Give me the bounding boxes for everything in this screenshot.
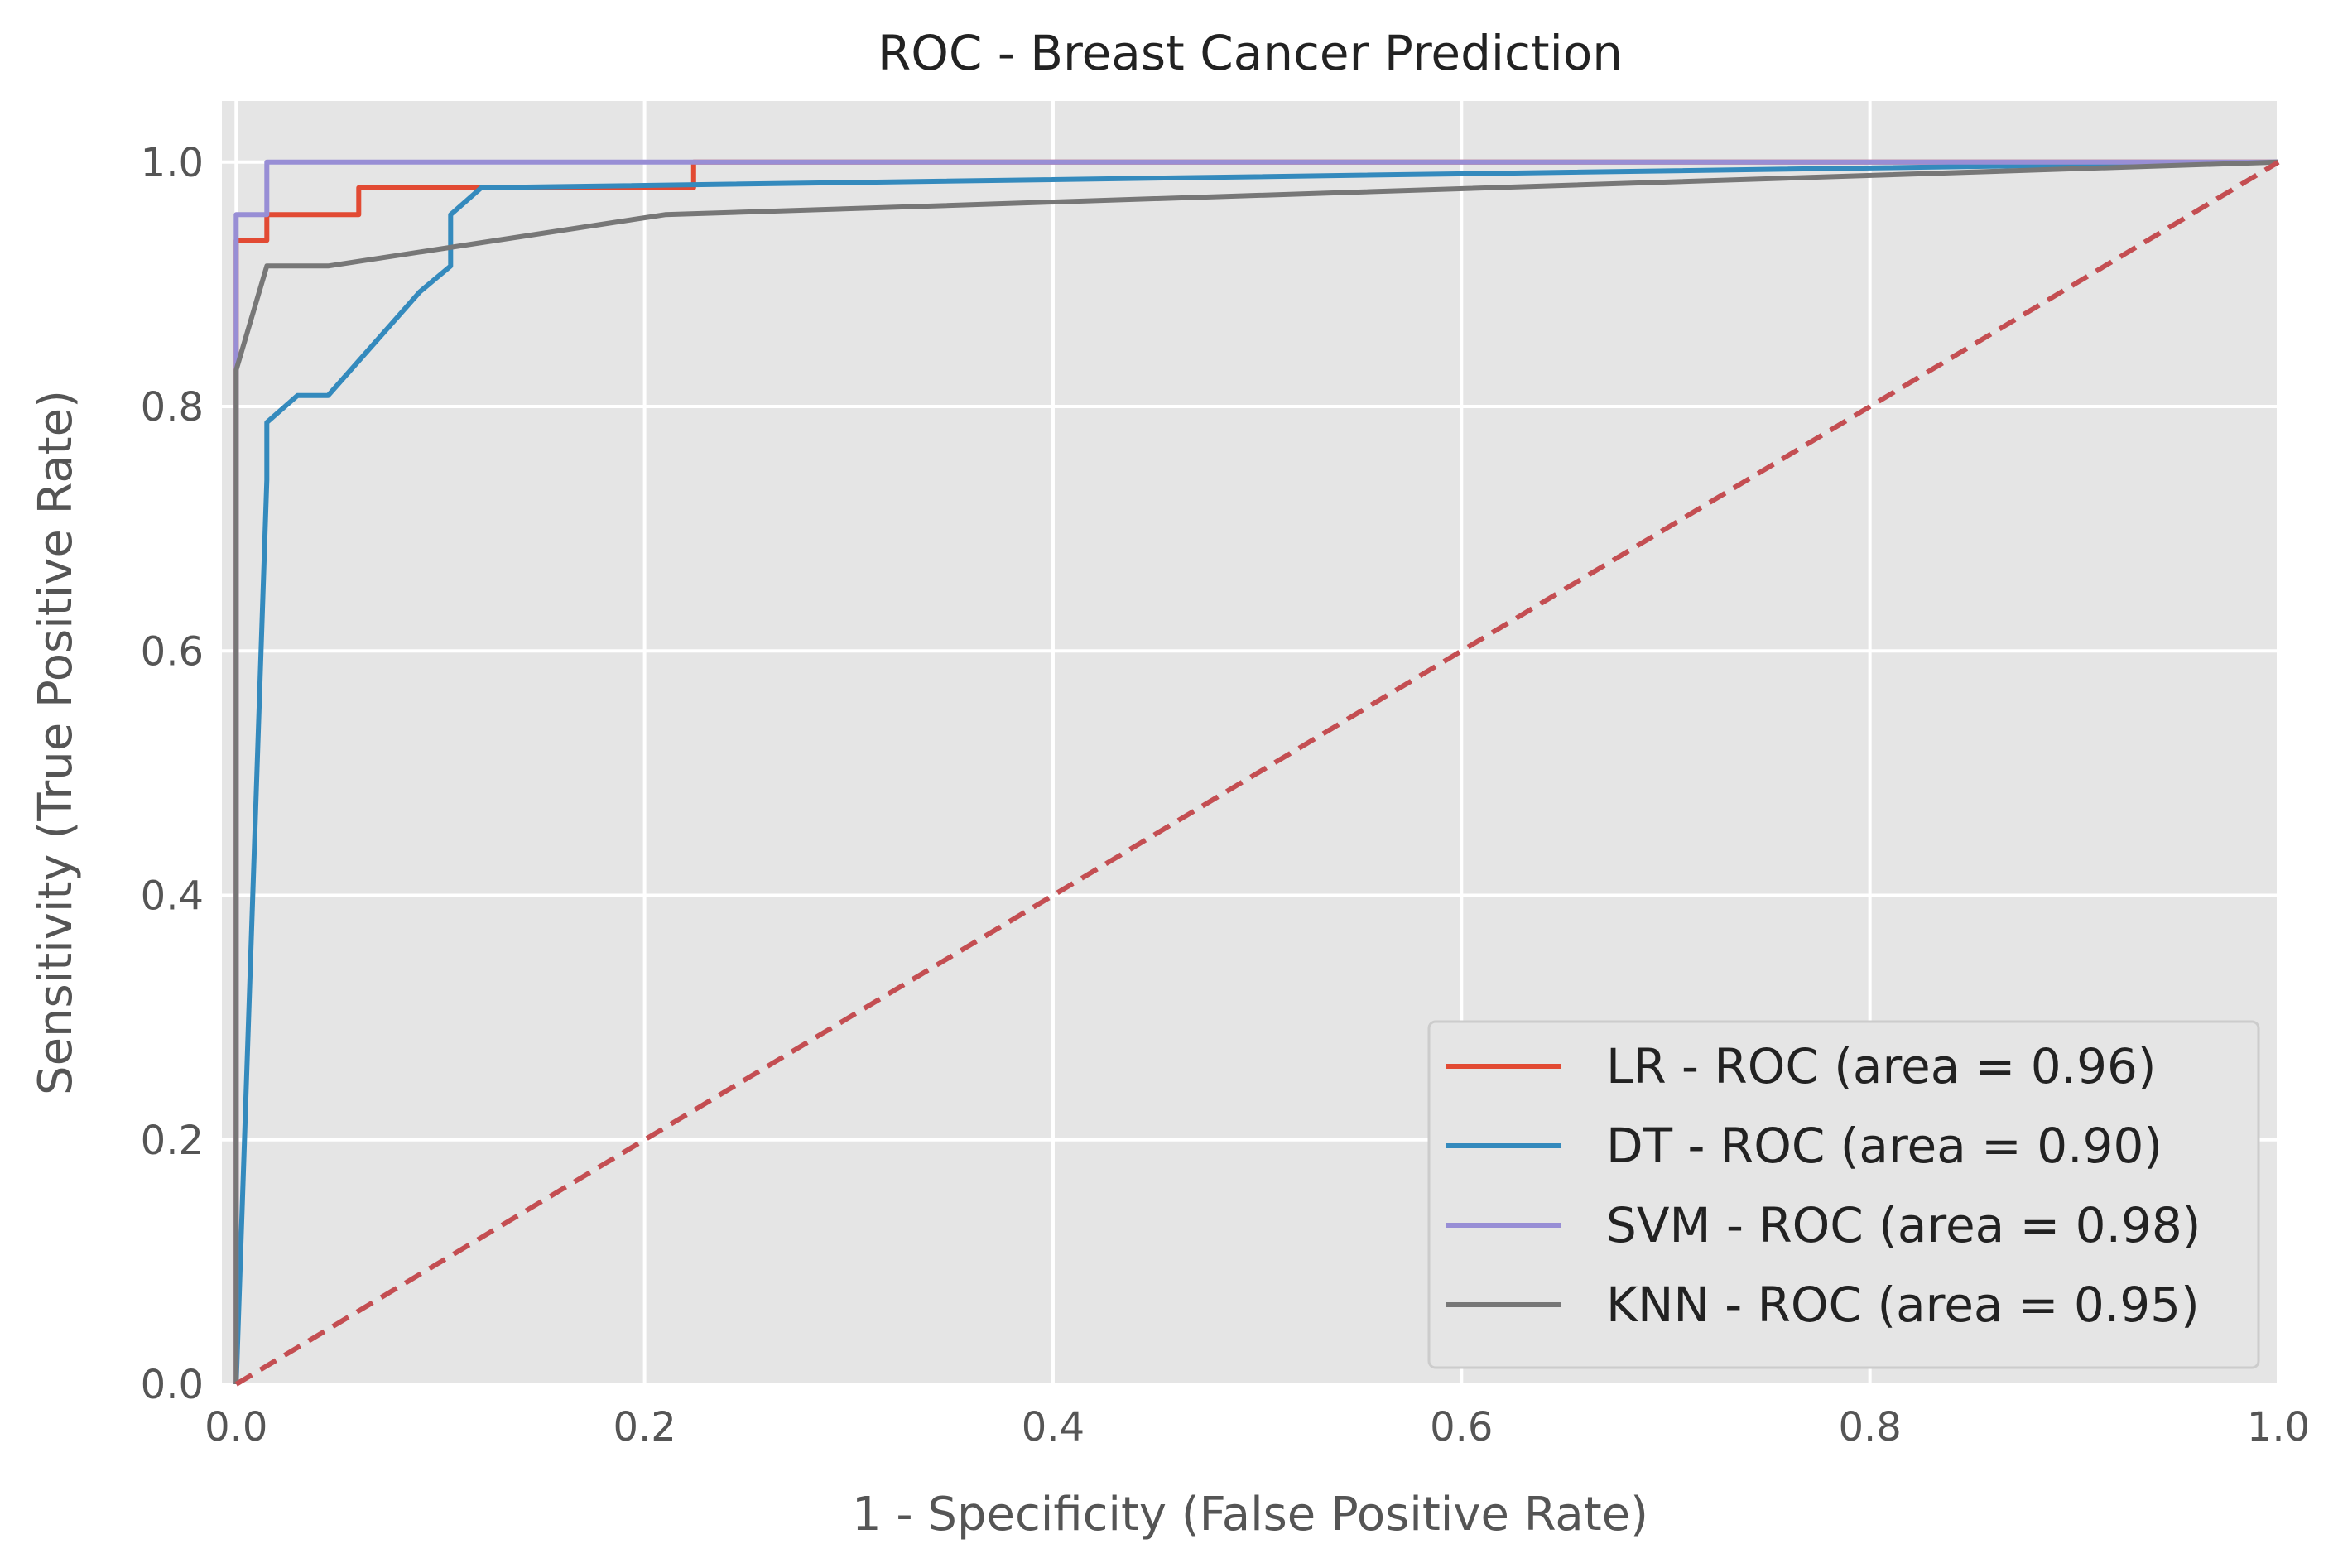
series-line-1 <box>233 159 2279 1385</box>
y-tick-label: 1.0 <box>141 140 204 186</box>
series-line-3 <box>233 159 2279 1384</box>
y-tick-label: 0.6 <box>141 628 204 675</box>
legend-box <box>1427 1020 2260 1369</box>
x-tick-label: 0.0 <box>204 1404 267 1450</box>
x-tick-label: 0.4 <box>1022 1404 1085 1450</box>
x-tick-label: 0.8 <box>1838 1404 1901 1450</box>
chart-title: ROC - Breast Cancer Prediction <box>878 25 1623 81</box>
legend-label: DT - ROC (area = 0.90) <box>1606 1118 2162 1174</box>
x-axis-label: 1 - Specificity (False Positive Rate) <box>852 1488 1648 1542</box>
y-tick-label: 0.0 <box>141 1362 204 1408</box>
reference-diagonal-line <box>234 160 2280 1387</box>
series-lines <box>233 159 2280 1387</box>
y-axis-label: Sensitivity (True Positive Rate) <box>29 390 83 1095</box>
y-tick-label: 0.8 <box>141 384 204 430</box>
x-tick-label: 1.0 <box>2247 1404 2310 1450</box>
y-tick-label: 0.4 <box>141 873 204 920</box>
legend: LR - ROC (area = 0.96) DT - ROC (area = 0… <box>1427 1020 2260 1369</box>
series-line-0 <box>233 159 2278 1384</box>
legend-label: LR - ROC (area = 0.96) <box>1606 1038 2157 1094</box>
x-tick-label: 0.2 <box>613 1404 676 1450</box>
tick-labels: 0.0 0.2 0.4 0.6 0.8 1.0 0.0 0.2 0.4 0.6 0.8 1.0 <box>141 140 2311 1450</box>
legend-label: KNN - ROC (area = 0.95) <box>1606 1277 2200 1333</box>
legend-label: SVM - ROC (area = 0.98) <box>1606 1197 2201 1253</box>
y-tick-label: 0.2 <box>141 1118 204 1164</box>
x-tick-label: 0.6 <box>1430 1404 1493 1450</box>
